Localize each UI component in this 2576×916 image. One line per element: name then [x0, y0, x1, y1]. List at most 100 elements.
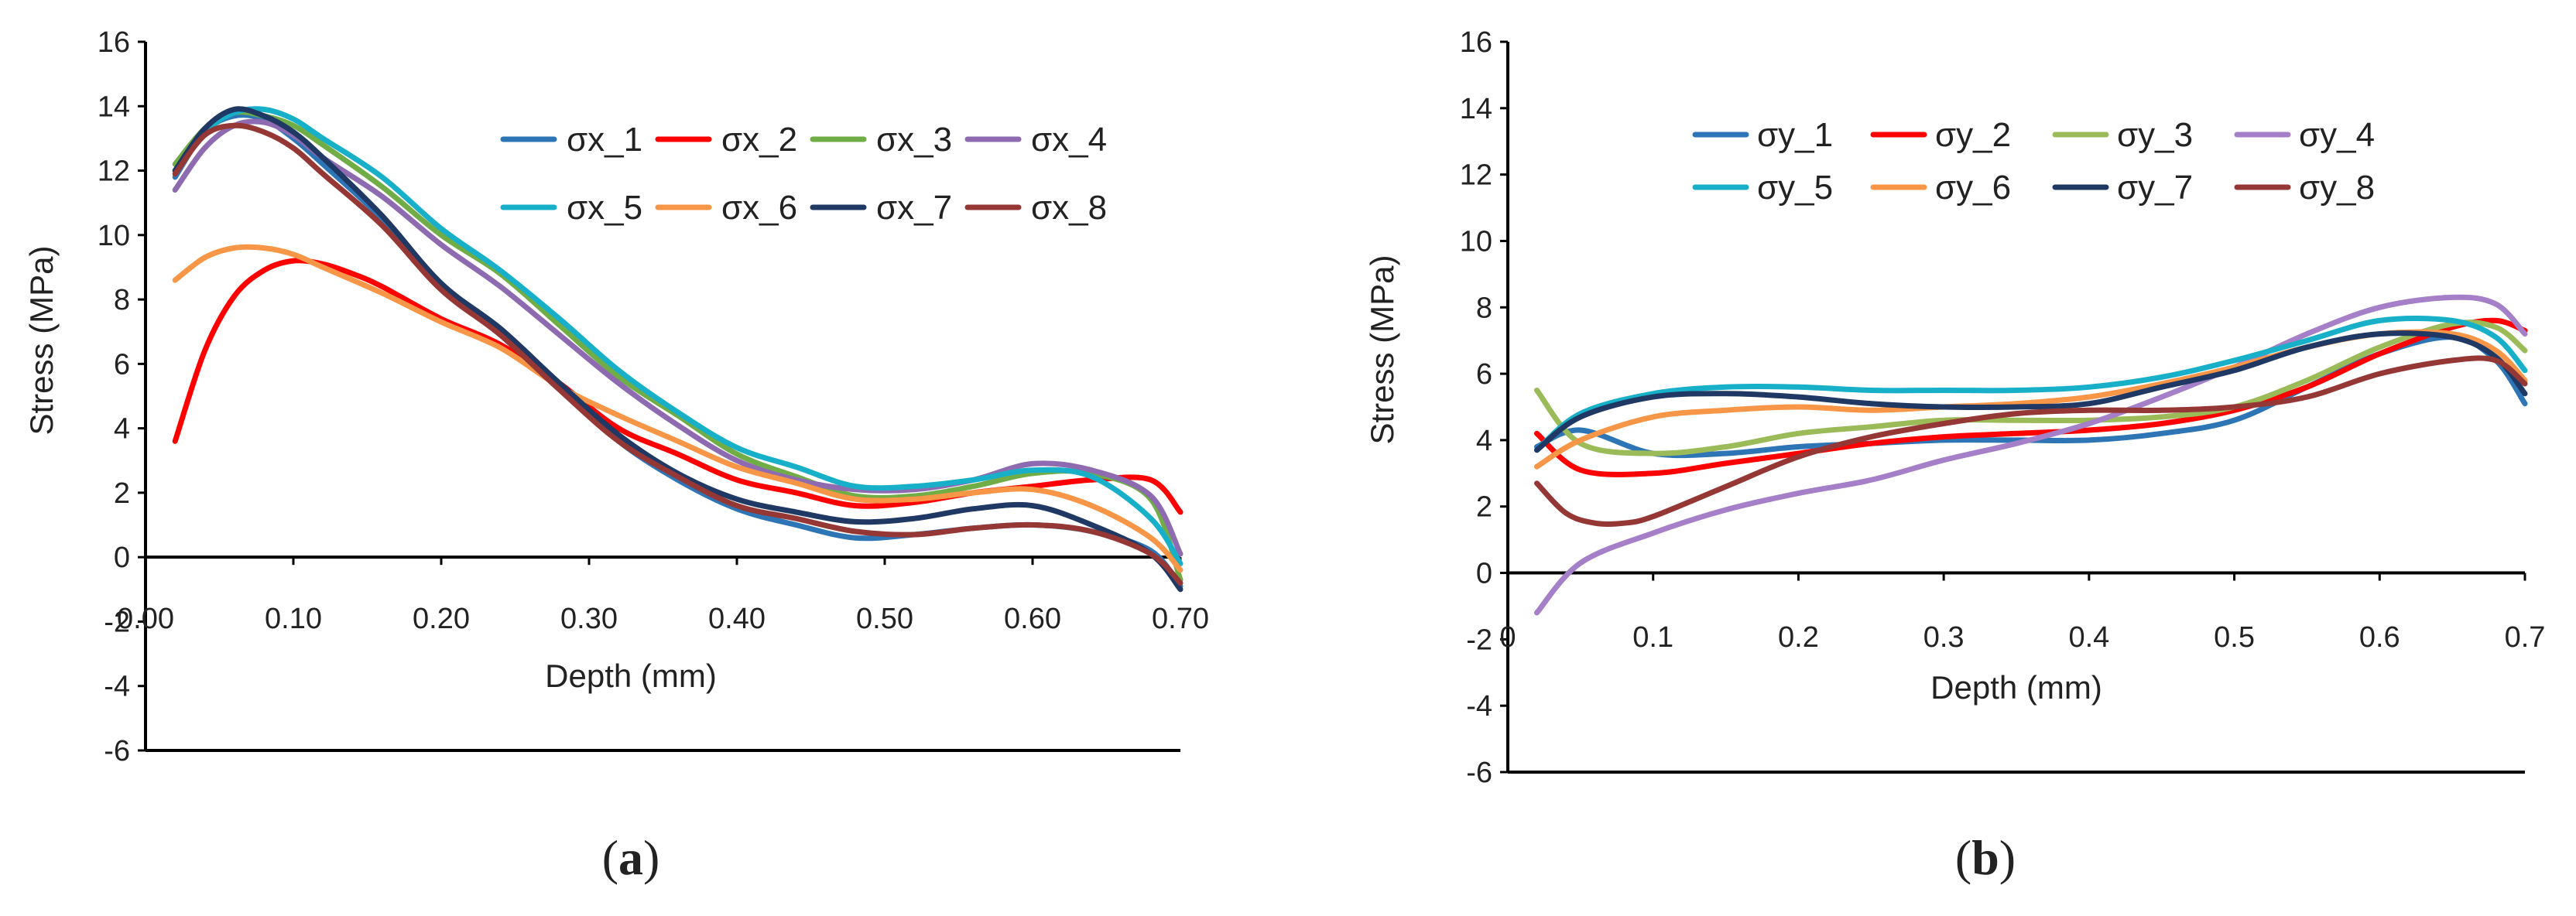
- panel-a-legend-label: σx_5: [567, 189, 642, 227]
- panel-b-y-tick-label: -4: [1466, 690, 1492, 723]
- panel-a-x-tick-label: 0.20: [413, 603, 470, 635]
- panel-b-legend-item: σy_6: [1870, 169, 2011, 207]
- panel-b-y-tick-label: 16: [1460, 26, 1492, 59]
- panel-b-legend-item: σy_4: [2234, 116, 2375, 154]
- panel-b-legend-label: σy_8: [2299, 169, 2375, 207]
- panel-a-series-line-7: [172, 106, 1184, 593]
- panel-a-legend-label: σx_2: [721, 121, 797, 159]
- panel-b-legend: σy_1 σy_2 σy_3 σy_4 σy_5 σy_6 σy_7 σy_8: [1692, 116, 2375, 207]
- panel-b-y-tick-label: -2: [1466, 624, 1492, 656]
- panel-a-series-line-5: [172, 106, 1184, 566]
- panel-b-x-ticks: 0 0.1 0.2 0.3 0.4 0.5 0.6 0.7: [1499, 572, 2545, 654]
- panel-a-y-tick-label: 10: [98, 220, 130, 252]
- panel-a-frame: [144, 42, 1180, 752]
- panel-a-y-tick-label: 6: [114, 348, 130, 381]
- panel-a-legend-item: σx_7: [810, 189, 952, 227]
- panel-a-legend-item: σx_2: [655, 121, 797, 159]
- panel-b-legend-item: σy_2: [1870, 116, 2011, 154]
- panel-b-y-tick-label: -6: [1466, 757, 1492, 789]
- panel-a-legend-label: σx_3: [876, 121, 952, 159]
- panel-b-series-line-7: [1534, 330, 2528, 453]
- panel-b-y-tick-label: 2: [1476, 491, 1492, 524]
- panel-a-legend-item: σx_3: [810, 121, 952, 159]
- panel-b-x-tick-label: 0.1: [1632, 621, 1673, 654]
- panel-a-x-tick-label: 0.30: [560, 603, 618, 635]
- panel-a-legend-item: σx_6: [655, 189, 797, 227]
- panel-b-series-line-4: [1534, 294, 2528, 616]
- panel-a-series-line-8: [172, 122, 1184, 586]
- panel-a-y-tick-label: 16: [98, 26, 130, 59]
- panel-a-x-tick-label: 0.00: [117, 603, 174, 635]
- panel-b-x-tick-label: 0: [1499, 621, 1516, 654]
- panel-a-legend-item: σx_4: [964, 121, 1107, 159]
- panel-b-x-tick-label: 0.6: [2359, 621, 2400, 654]
- panel-a-x-axis-label: Depth (mm): [545, 658, 717, 694]
- panel-b-legend-label: σy_2: [1935, 116, 2011, 154]
- panel-b-x-axis-label: Depth (mm): [1930, 669, 2102, 706]
- panel-b-legend-label: σy_5: [1757, 169, 1833, 207]
- panel-a-legend-label: σx_1: [567, 121, 642, 159]
- panel-b-y-axis-label: Stress (MPa): [1364, 255, 1400, 444]
- panel-a-legend-item: σx_5: [500, 189, 642, 227]
- panel-a-x-tick-label: 0.70: [1152, 603, 1209, 635]
- panel-a-y-tick-label: -2: [104, 606, 130, 638]
- panel-b-legend-label: σy_6: [1935, 169, 2011, 207]
- panel-a-x-ticks: 0.00 0.10 0.20 0.30 0.40 0.50 0.60 0.70: [117, 557, 1209, 635]
- panel-b-y-tick-label: 14: [1460, 93, 1492, 125]
- panel-b-y-tick-label: 10: [1460, 225, 1492, 258]
- panel-a-x-tick-label: 0.60: [1004, 603, 1061, 635]
- panel-b-caption-letter: b: [1971, 830, 1999, 885]
- panel-b-y-tick-label: 12: [1460, 159, 1492, 192]
- panel-b-legend-label: σy_1: [1757, 116, 1833, 154]
- panel-b-y-tick-label: 0: [1476, 558, 1492, 590]
- panel-b-series-line-2: [1534, 317, 2528, 477]
- panel-a-y-tick-label: -6: [104, 735, 130, 767]
- panel-a-series-line-1: [172, 112, 1184, 590]
- panel-a-legend-label: σx_6: [721, 189, 797, 227]
- panel-b-legend-item: σy_5: [1692, 169, 1833, 207]
- panel-b-legend-label: σy_7: [2117, 169, 2193, 207]
- panel-b-x-tick-label: 0.3: [1923, 621, 1965, 654]
- panel-a-x-tick-label: 0.40: [708, 603, 766, 635]
- panel-b-caption: (b): [1955, 830, 2016, 885]
- panel-b-legend-item: σy_7: [2052, 169, 2193, 207]
- panel-a-y-tick-label: 14: [98, 91, 130, 123]
- panel-b-x-tick-label: 0.2: [1778, 621, 1819, 654]
- panel-a-legend: σx_1 σx_2 σx_3 σx_4 σx_5 σx_6 σx_7 σx_8: [500, 121, 1107, 227]
- panel-a-caption-letter: a: [618, 830, 643, 885]
- panel-b-y-tick-label: 6: [1476, 358, 1492, 391]
- panel-a-x-tick-label: 0.10: [265, 603, 322, 635]
- panel-a-legend-item: σx_8: [964, 189, 1107, 227]
- panel-b-y-ticks: -6 -4 -2 0 2 4 6 8 10 12 14 16: [1460, 26, 1508, 789]
- panel-b-series-lines: [1534, 294, 2528, 616]
- panel-b-legend-item: σy_8: [2234, 169, 2375, 207]
- panel-a-y-tick-label: 4: [114, 413, 130, 446]
- panel-a-series-line-6: [172, 244, 1184, 573]
- panel-a-y-ticks: -6 -4 -2 0 2 4 6 8 10 12 14 16: [98, 26, 146, 767]
- panel-b-y-tick-label: 8: [1476, 292, 1492, 324]
- panel-b-x-tick-label: 0.4: [2068, 621, 2109, 654]
- panel-b-legend-item: σy_1: [1692, 116, 1833, 154]
- panel-a-series-line-4: [172, 118, 1184, 557]
- panel-b-series-line-3: [1534, 320, 2528, 456]
- panel-b-frame: [1506, 42, 2525, 774]
- panel-a-y-tick-label: 0: [114, 542, 130, 574]
- panel-a-y-tick-label: 2: [114, 477, 130, 510]
- panel-b-legend-label: σy_4: [2299, 116, 2375, 154]
- panel-a-series-line-3: [172, 109, 1184, 583]
- panel-a-y-tick-label: 8: [114, 284, 130, 316]
- panel-a-legend-label: σx_7: [876, 189, 952, 227]
- panel-a-caption: (a): [602, 830, 660, 885]
- panel-a-chart: -6 -4 -2 0 2 4 6 8 10 12 14 16 0.00 0.10 0.20 0.30 0.40…: [23, 26, 1209, 885]
- panel-b-series-line-5: [1534, 315, 2528, 453]
- panel-a-legend-label: σx_4: [1031, 121, 1107, 159]
- panel-b-legend-label: σy_3: [2117, 116, 2193, 154]
- panel-a-y-tick-label: -4: [104, 671, 130, 703]
- panel-a-legend-item: σx_1: [500, 121, 642, 159]
- panel-b-series-line-8: [1534, 355, 2528, 528]
- panel-a-y-axis-label: Stress (MPa): [23, 245, 60, 435]
- panel-a-series-lines: [172, 106, 1184, 593]
